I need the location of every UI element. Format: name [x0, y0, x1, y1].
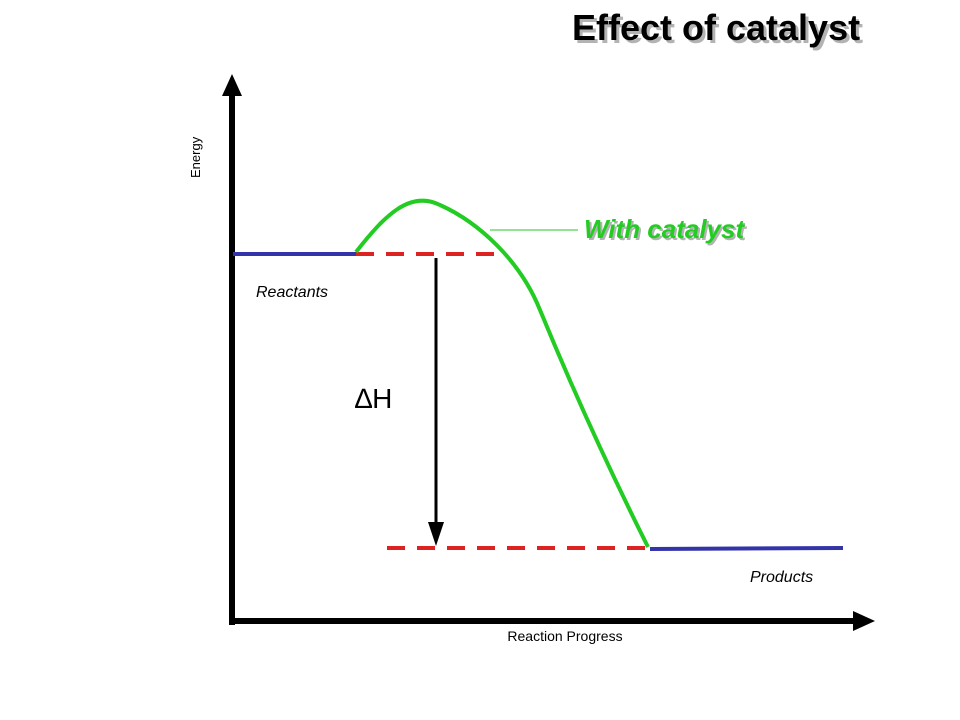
x-axis-label: Reaction Progress [507, 628, 622, 644]
x-axis-arrowhead [853, 611, 875, 631]
products-label: Products [750, 569, 813, 586]
delta-h-label: ∆H [355, 383, 392, 414]
delta-h-arrowhead [428, 522, 444, 546]
title-shadow: Effect of catalyst [575, 10, 864, 51]
page-title: Effect of catalyst [572, 7, 861, 48]
y-axis-label: Energy [188, 136, 203, 178]
catalyst-callout-label: With catalyst [584, 214, 745, 244]
reactants-label: Reactants [256, 284, 328, 301]
catalyst-curve [354, 198, 650, 548]
catalyst-callout-shadow: With catalyst [586, 216, 747, 246]
products-energy-level [649, 546, 844, 551]
y-axis-arrowhead [222, 74, 242, 96]
